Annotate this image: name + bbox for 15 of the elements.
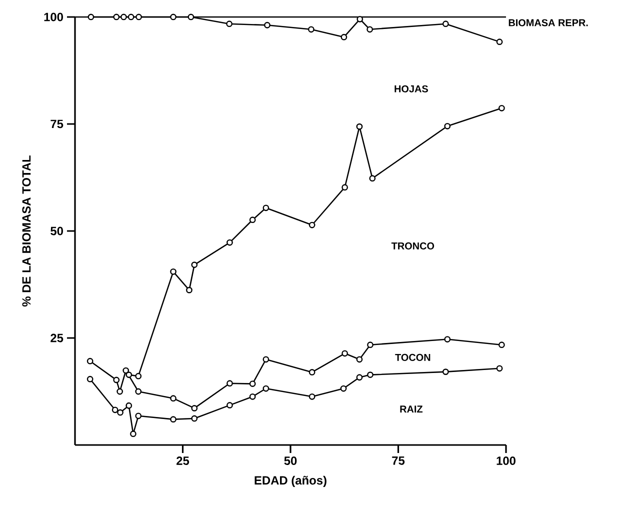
y-tick-label: 75 [50, 120, 64, 128]
x-tick-label: 100 [496, 456, 516, 465]
y-tick-label: 50 [50, 226, 63, 236]
annotation: TOCON [395, 354, 430, 361]
x-tick-label: 50 [284, 456, 297, 465]
annotation: HOJAS [394, 85, 428, 92]
y-axis-title: % DE LA BIOMASA TOTAL [22, 156, 31, 307]
x-tick-label: 75 [392, 456, 405, 465]
y-tick-label: 100 [44, 12, 63, 22]
annotation: RAIZ [400, 406, 423, 413]
y-tick-label: 25 [50, 334, 64, 342]
x-tick-label: 25 [176, 456, 190, 465]
x-axis-title: EDAD (años) [254, 476, 326, 487]
text: BIOMASA REPR. [508, 19, 588, 26]
annotation: TRONCO [391, 242, 434, 250]
